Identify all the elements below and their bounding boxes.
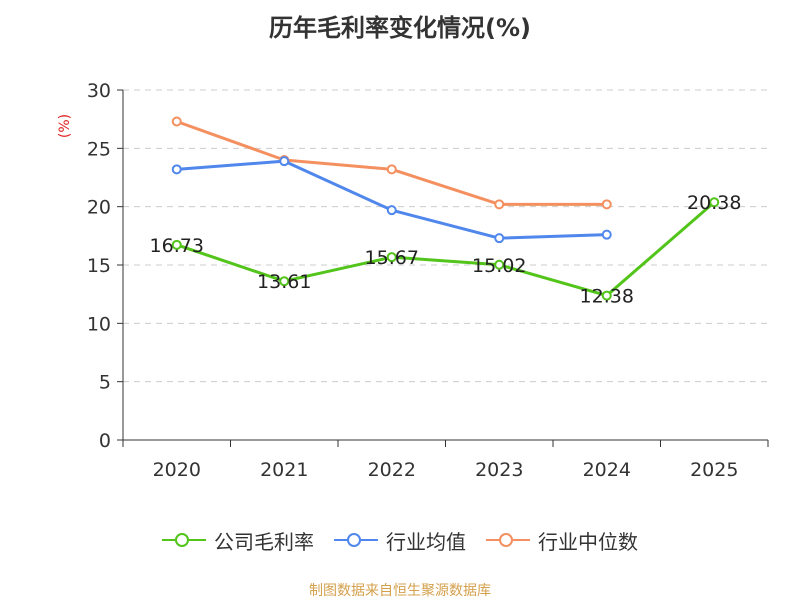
grid-lines — [123, 89, 768, 383]
legend-label: 公司毛利率 — [214, 529, 314, 554]
legend-item[interactable]: 行业中位数 — [486, 526, 638, 555]
y-tick-label: 5 — [99, 372, 111, 394]
data-point — [494, 233, 505, 244]
data-point — [601, 290, 612, 301]
data-label: 12.38 — [580, 286, 634, 308]
data-label: 13.61 — [257, 271, 311, 293]
legend-line-icon — [486, 533, 530, 547]
data-label: 15.67 — [365, 247, 419, 269]
data-label: 20.38 — [687, 192, 741, 214]
y-tick-label: 30 — [87, 80, 111, 102]
chart-title: 历年毛利率变化情况(%) — [269, 14, 531, 42]
data-labels: 16.73 13.61 15.67 15.02 12.38 20.38 — [150, 192, 742, 307]
legend: 公司毛利率 行业均值 行业中位数 — [0, 522, 800, 558]
data-point — [171, 116, 182, 127]
data-point — [171, 164, 182, 175]
x-tick-label: 2022 — [368, 459, 416, 481]
data-point — [601, 229, 612, 240]
data-point — [386, 164, 397, 175]
data-label: 15.02 — [472, 255, 526, 277]
source-note: 制图数据来自恒生聚源数据库 — [309, 583, 491, 599]
y-tick-label: 10 — [87, 313, 111, 335]
data-point — [494, 199, 505, 210]
data-point — [386, 205, 397, 216]
series-lines — [171, 116, 720, 301]
x-tick-label: 2020 — [153, 459, 201, 481]
x-tick-label: 2025 — [690, 459, 738, 481]
series-line — [176, 120, 607, 206]
series-line — [176, 201, 716, 298]
y-tick-label: 15 — [87, 255, 111, 277]
data-point — [386, 252, 397, 263]
y-tick-label: 25 — [87, 138, 111, 160]
y-tick-label: 0 — [99, 430, 111, 452]
data-point — [171, 239, 182, 250]
legend-item[interactable]: 行业均值 — [334, 526, 466, 555]
x-tick-label: 2021 — [260, 459, 308, 481]
y-axis-label: (%) — [57, 114, 73, 138]
legend-line-icon — [334, 533, 378, 547]
legend-line-icon — [162, 533, 206, 547]
legend-item[interactable]: 公司毛利率 — [162, 526, 314, 555]
data-label: 16.73 — [150, 235, 204, 257]
x-tick-label: 2024 — [583, 459, 631, 481]
data-point — [709, 197, 720, 208]
data-point — [601, 199, 612, 210]
y-tick-label: 20 — [87, 197, 111, 219]
x-tick-label: 2023 — [475, 459, 523, 481]
legend-label: 行业中位数 — [538, 529, 638, 554]
data-point — [279, 276, 290, 287]
data-point — [494, 259, 505, 270]
legend-label: 行业均值 — [386, 529, 466, 554]
data-point — [279, 156, 290, 167]
